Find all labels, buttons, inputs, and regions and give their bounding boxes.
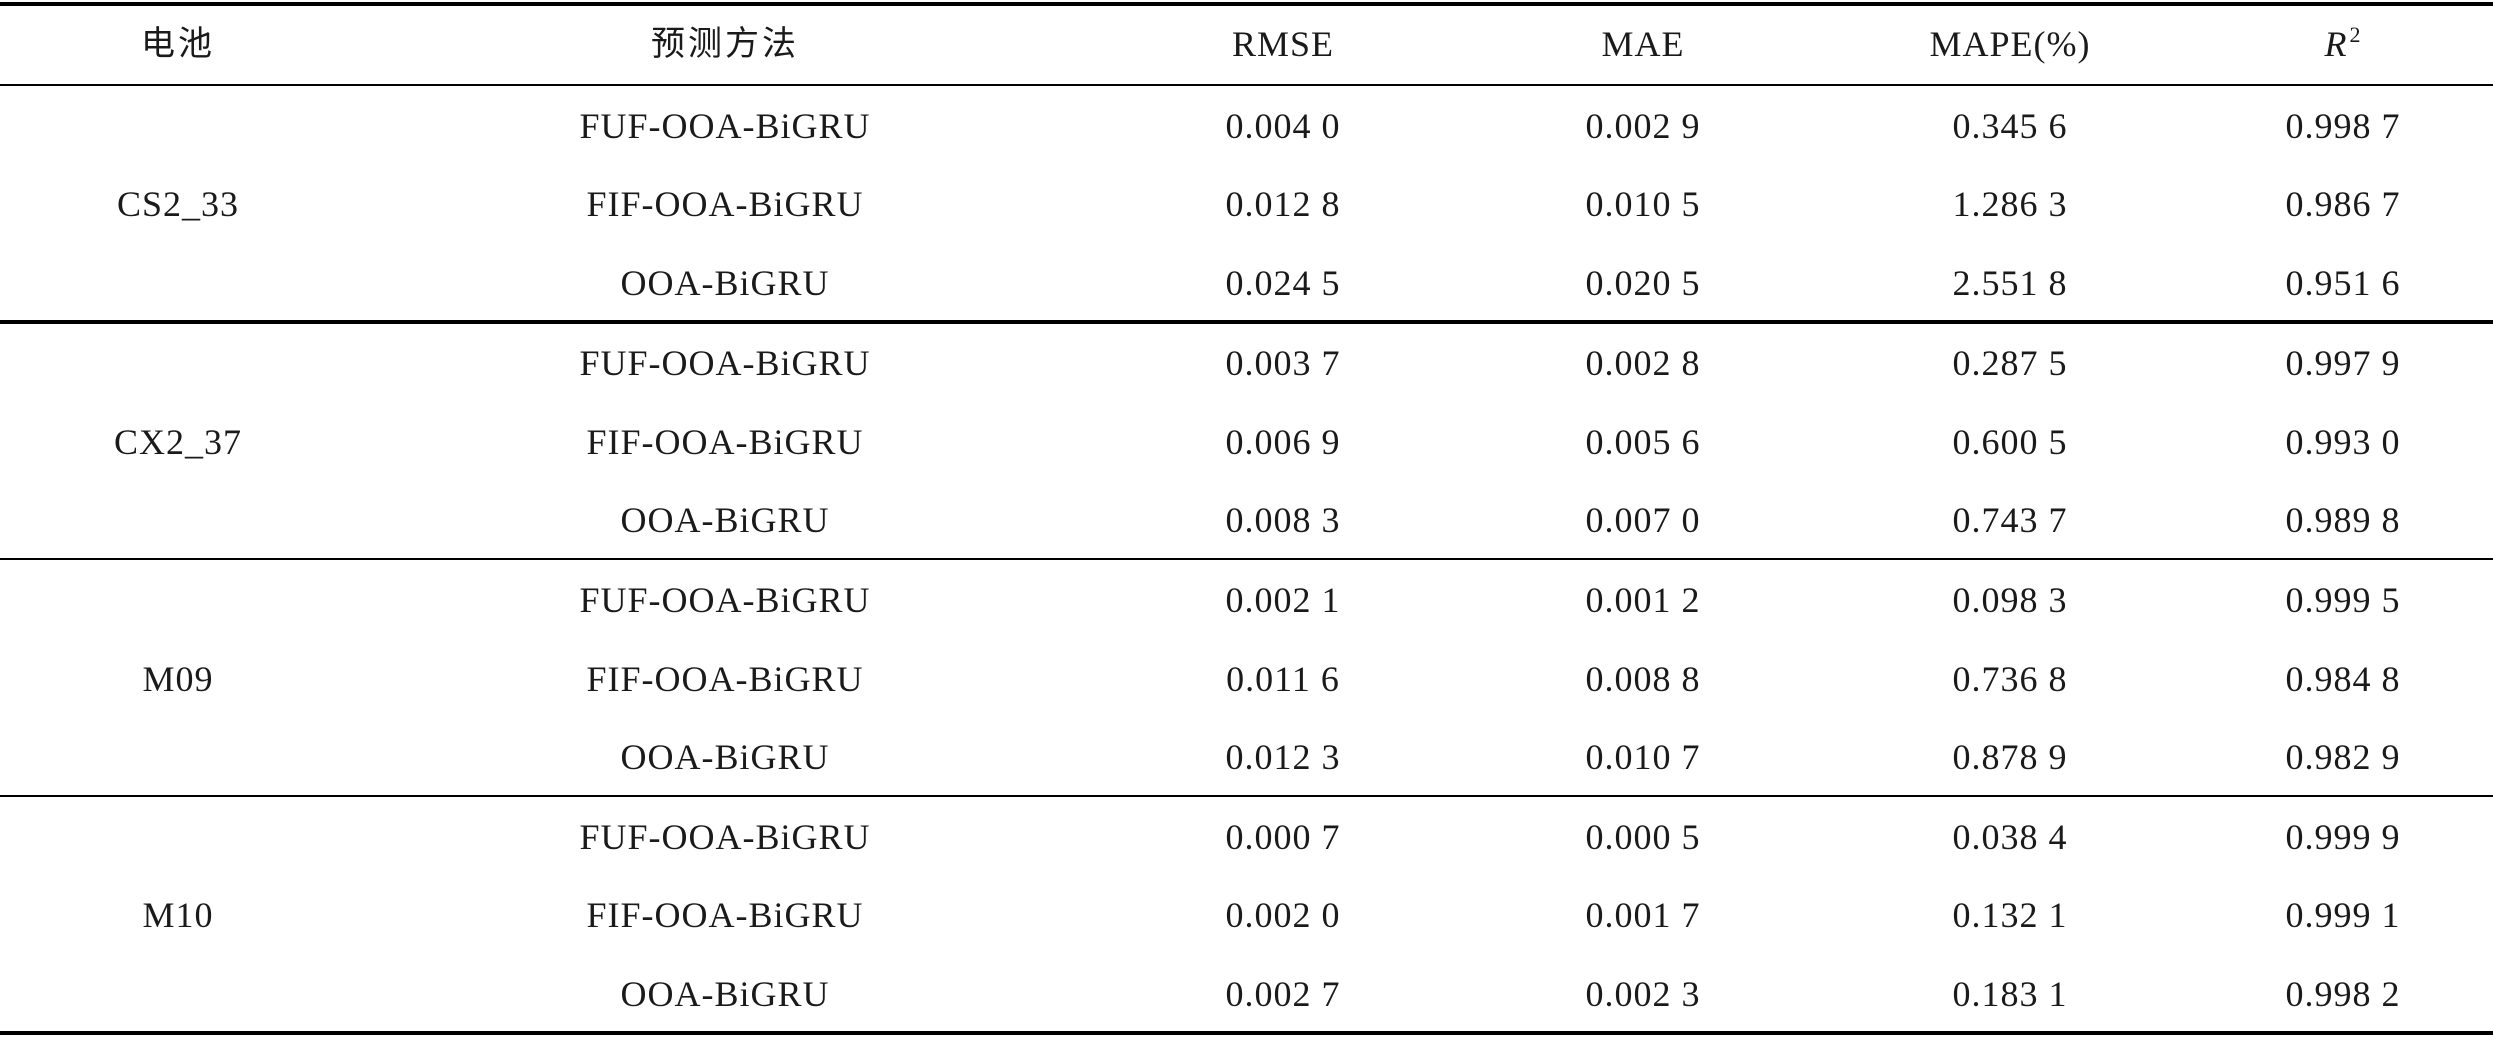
method-cell: OOA-BiGRU [620, 737, 830, 777]
mae-cell: 0.002 3 [1585, 974, 1701, 1014]
battery-label: CX2_37 [113, 422, 243, 462]
mape-cell: 0.743 7 [1952, 500, 2068, 540]
method-cell: FIF-OOA-BiGRU [586, 659, 864, 699]
table-top-rule [0, 2, 2493, 6]
header-mae: MAE [1601, 24, 1685, 64]
battery-label: CS2_33 [116, 184, 240, 224]
rmse-cell: 0.002 1 [1225, 580, 1341, 620]
header-battery: 电池 [141, 24, 215, 64]
method-cell: FIF-OOA-BiGRU [586, 422, 864, 462]
rmse-cell: 0.012 3 [1225, 737, 1341, 777]
mape-cell: 0.183 1 [1952, 974, 2068, 1014]
mape-cell: 0.038 4 [1952, 817, 2068, 857]
r2-cell: 0.998 7 [2285, 106, 2401, 146]
battery-label: M09 [142, 659, 214, 699]
method-cell: FIF-OOA-BiGRU [586, 895, 864, 935]
r2-cell: 0.986 7 [2285, 184, 2401, 224]
rmse-cell: 0.003 7 [1225, 343, 1341, 383]
table-bottom-rule [0, 1031, 2493, 1035]
mae-cell: 0.010 7 [1585, 737, 1701, 777]
r2-cell: 0.999 5 [2285, 580, 2401, 620]
header-r2-letter: R [2324, 24, 2348, 64]
mape-cell: 2.551 8 [1952, 263, 2068, 303]
mape-cell: 0.736 8 [1952, 659, 2068, 699]
rmse-cell: 0.011 6 [1226, 659, 1340, 699]
header-rmse: RMSE [1231, 24, 1335, 64]
method-cell: FUF-OOA-BiGRU [579, 343, 871, 383]
mape-cell: 0.345 6 [1952, 106, 2068, 146]
mape-cell: 0.600 5 [1952, 422, 2068, 462]
r2-cell: 0.998 2 [2285, 974, 2401, 1014]
mape-cell: 0.287 5 [1952, 343, 2068, 383]
r2-cell: 0.999 1 [2285, 895, 2401, 935]
method-cell: OOA-BiGRU [620, 500, 830, 540]
method-cell: FUF-OOA-BiGRU [579, 580, 871, 620]
r2-cell: 0.989 8 [2285, 500, 2401, 540]
r2-cell: 0.951 6 [2285, 263, 2401, 303]
header-method: 预测方法 [651, 24, 799, 64]
mape-cell: 1.286 3 [1952, 184, 2068, 224]
r2-cell: 0.984 8 [2285, 659, 2401, 699]
method-cell: FUF-OOA-BiGRU [579, 817, 871, 857]
mape-cell: 0.878 9 [1952, 737, 2068, 777]
r2-cell: 0.982 9 [2285, 737, 2401, 777]
r2-cell: 0.999 9 [2285, 817, 2401, 857]
mae-cell: 0.008 8 [1585, 659, 1701, 699]
mae-cell: 0.001 2 [1585, 580, 1701, 620]
mae-cell: 0.000 5 [1585, 817, 1701, 857]
mae-cell: 0.010 5 [1585, 184, 1701, 224]
group-divider [0, 320, 2493, 324]
method-cell: OOA-BiGRU [620, 263, 830, 303]
r2-cell: 0.993 0 [2285, 422, 2401, 462]
method-cell: FIF-OOA-BiGRU [586, 184, 864, 224]
mape-cell: 0.098 3 [1952, 580, 2068, 620]
mae-cell: 0.002 9 [1585, 106, 1701, 146]
header-mape: MAPE(%) [1929, 24, 2091, 64]
rmse-cell: 0.012 8 [1225, 184, 1341, 224]
method-cell: FUF-OOA-BiGRU [579, 106, 871, 146]
r2-cell: 0.997 9 [2285, 343, 2401, 383]
group-divider [0, 795, 2493, 797]
mae-cell: 0.007 0 [1585, 500, 1701, 540]
battery-label: M10 [142, 895, 214, 935]
mae-cell: 0.002 8 [1585, 343, 1701, 383]
header-r2-exponent: 2 [2349, 22, 2362, 47]
rmse-cell: 0.002 0 [1225, 895, 1341, 935]
rmse-cell: 0.000 7 [1225, 817, 1341, 857]
table-header-rule [0, 84, 2493, 86]
rmse-cell: 0.006 9 [1225, 422, 1341, 462]
header-r2: R2 [2324, 24, 2362, 64]
rmse-cell: 0.004 0 [1225, 106, 1341, 146]
mae-cell: 0.005 6 [1585, 422, 1701, 462]
group-divider [0, 558, 2493, 560]
mape-cell: 0.132 1 [1952, 895, 2068, 935]
method-cell: OOA-BiGRU [620, 974, 830, 1014]
mae-cell: 0.020 5 [1585, 263, 1701, 303]
rmse-cell: 0.008 3 [1225, 500, 1341, 540]
rmse-cell: 0.024 5 [1225, 263, 1341, 303]
rmse-cell: 0.002 7 [1225, 974, 1341, 1014]
mae-cell: 0.001 7 [1585, 895, 1701, 935]
